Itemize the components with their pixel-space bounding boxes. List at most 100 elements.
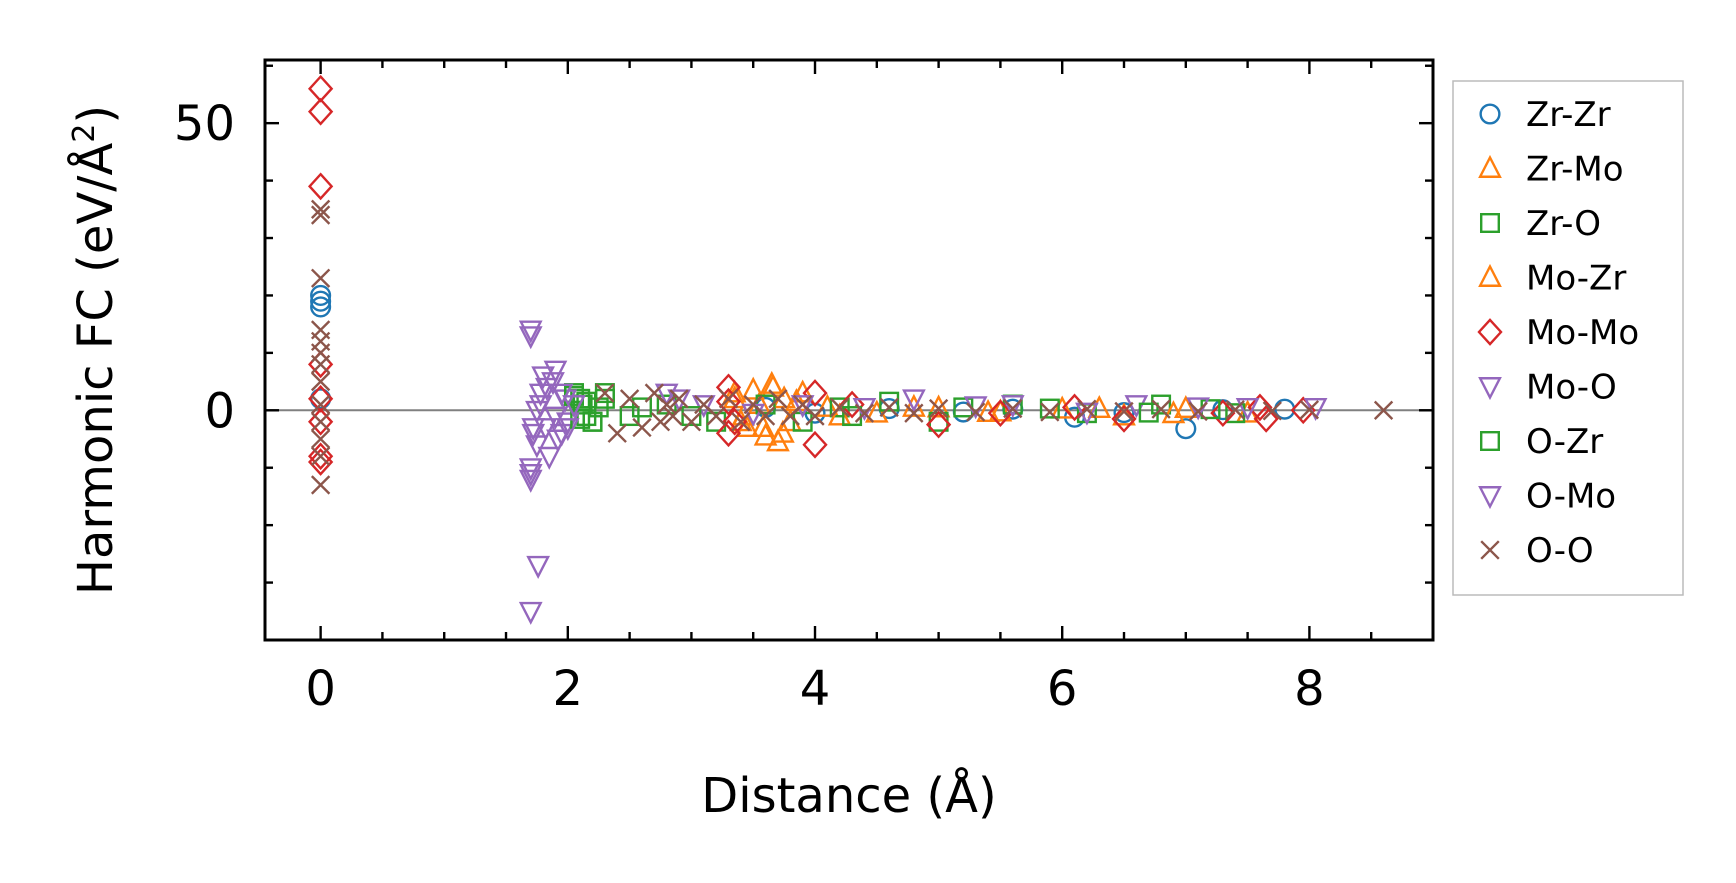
legend-marker (1479, 103, 1501, 125)
data-point (310, 205, 331, 225)
data-point (1114, 401, 1134, 422)
data-point (925, 410, 952, 439)
data-point (531, 366, 555, 390)
data-point (681, 412, 702, 432)
data-point (988, 398, 1013, 422)
data-point (521, 423, 546, 447)
data-point (1161, 400, 1186, 424)
data-point (904, 403, 924, 423)
data-point (650, 412, 671, 432)
legend-marker (1479, 212, 1500, 233)
legend-item-zr-o: Zr-O (1479, 204, 1601, 244)
data-point (852, 397, 877, 422)
data-point (669, 389, 689, 409)
data-point (854, 403, 875, 423)
y-tick-label: 50 (174, 96, 235, 152)
data-point (805, 406, 825, 426)
data-point (533, 418, 558, 442)
data-point (310, 290, 332, 312)
data-point (543, 406, 568, 430)
data-point (534, 377, 559, 401)
legend-marker (1479, 431, 1500, 452)
data-point (518, 469, 543, 493)
data-point (1299, 400, 1320, 420)
data-point (619, 389, 640, 409)
data-point (594, 388, 615, 409)
data-point (307, 442, 334, 471)
data-point (310, 284, 332, 306)
data-point (1000, 395, 1025, 419)
legend-marker (1480, 540, 1500, 560)
legend-item-mo-o: Mo-O (1478, 368, 1617, 408)
data-point (1039, 398, 1060, 419)
data-point (879, 391, 900, 412)
data-point (902, 393, 926, 417)
y-axis-label-main: Harmonic FC (eV/Å (67, 143, 124, 596)
data-point (307, 97, 334, 126)
data-point (310, 199, 331, 219)
data-point (562, 395, 586, 419)
data-point (518, 326, 543, 350)
data-point (1112, 402, 1136, 426)
data-point (839, 390, 865, 419)
data-point (525, 435, 549, 459)
data-point (715, 387, 742, 416)
legend-item-o-o: O-O (1480, 531, 1594, 571)
data-point (555, 418, 580, 442)
legend-item-o-mo: O-Mo (1478, 477, 1616, 517)
data-point (310, 475, 331, 495)
legend-label: Zr-O (1526, 204, 1601, 244)
legend-label: Mo-O (1526, 368, 1617, 408)
data-point (802, 430, 828, 459)
data-point (715, 419, 742, 448)
legend-marker (1478, 263, 1502, 287)
data-point (1124, 395, 1149, 419)
legend-label: Zr-Zr (1526, 95, 1611, 135)
data-point (1235, 397, 1260, 422)
data-point (722, 407, 748, 436)
data-point (307, 448, 334, 476)
legend-label: Zr-Mo (1526, 150, 1624, 190)
data-point (518, 464, 543, 488)
data-point (1003, 398, 1023, 419)
data-point (657, 394, 677, 415)
legend-item-o-zr: O-Zr (1479, 422, 1603, 462)
data-point (966, 402, 986, 422)
data-point (310, 394, 331, 415)
axis-ticks (265, 60, 1435, 642)
legend: Zr-Zr Zr-Mo Zr-O Mo-Zr Mo-Mo Mo-O O-Zr O-Mo O-O (1452, 80, 1684, 596)
y-axis-label-superscript: 2 (67, 124, 102, 143)
data-point (1253, 405, 1279, 433)
data-point (582, 411, 603, 432)
legend-marker (1478, 486, 1502, 510)
data-point (830, 397, 850, 418)
legend-label: O-O (1526, 531, 1594, 571)
data-point (864, 399, 889, 423)
x-tick-label: 8 (1294, 661, 1325, 717)
data-point (310, 446, 331, 466)
data-point (1188, 401, 1208, 422)
y-axis-label: Harmonic FC (eV/Å2) (67, 105, 124, 595)
data-point (632, 417, 652, 438)
legend-items: Zr-Zr Zr-Mo Zr-O Mo-Zr Mo-Mo Mo-O O-Zr O-Mo O-O (1477, 95, 1639, 571)
data-point (1050, 395, 1075, 419)
data-point (518, 320, 543, 344)
data-point (541, 372, 565, 396)
data-point (879, 397, 899, 418)
data-point (310, 296, 332, 318)
data-point (310, 429, 331, 449)
data-point (1151, 399, 1171, 419)
data-point (1262, 401, 1282, 421)
data-point (1077, 399, 1097, 419)
legend-item-zr-zr: Zr-Zr (1479, 95, 1611, 135)
data-point (1210, 399, 1236, 428)
data-point (537, 446, 562, 470)
plot-frame (263, 58, 1435, 642)
data-point (681, 406, 702, 427)
data-point (928, 398, 949, 419)
y-tick-label: 0 (204, 383, 235, 439)
data-point (987, 399, 1014, 428)
series-mo-o (518, 320, 1328, 625)
data-point (595, 383, 615, 403)
data-point (1373, 400, 1394, 420)
